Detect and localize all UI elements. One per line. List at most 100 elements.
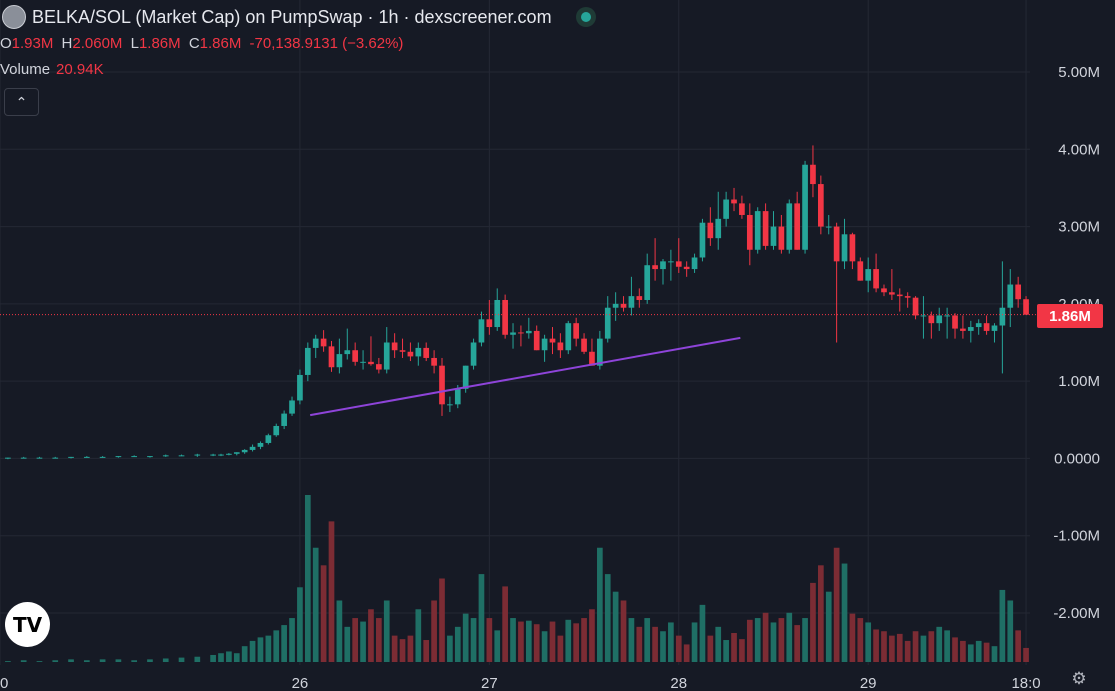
volume-bar — [620, 600, 627, 662]
volume-bar — [297, 587, 303, 662]
volume-bar — [810, 582, 816, 662]
candle-body — [68, 456, 74, 458]
last-price-badge: 1.86M — [1037, 304, 1103, 328]
volume-bar — [565, 619, 572, 662]
volume-bar — [289, 618, 295, 662]
candle-body — [1023, 299, 1029, 315]
volume-bar — [210, 654, 216, 662]
candle-body — [360, 361, 366, 363]
candle-body — [675, 261, 682, 267]
high-value: 2.060M — [72, 35, 123, 52]
gear-icon[interactable]: ⚙ — [1071, 669, 1087, 688]
volume-bar — [368, 609, 374, 662]
chevron-up-icon: ⌃ — [15, 93, 28, 110]
volume-bar — [975, 640, 982, 662]
candle-body — [691, 257, 698, 270]
candle-body — [549, 338, 556, 343]
candle-body — [502, 299, 508, 335]
candle-body — [896, 294, 903, 297]
chart-title-row: BELKA/SOL (Market Cap) on PumpSwap · 1h … — [0, 4, 596, 30]
volume-bar — [344, 626, 351, 662]
volume-bar — [470, 618, 477, 662]
volume-bar — [881, 631, 887, 662]
volume-bar — [281, 625, 287, 662]
volume-bar — [1015, 630, 1022, 662]
candle-body — [415, 347, 422, 357]
candle-body — [178, 455, 185, 457]
candle-body — [652, 265, 658, 270]
candle-body — [297, 374, 303, 401]
volume-bar — [660, 631, 666, 662]
volume-value: 20.94K — [56, 61, 104, 78]
time-axis[interactable]: 00 26 27 28 29 18:0 — [0, 675, 1041, 691]
candle-body — [983, 323, 990, 331]
volume-bars — [5, 495, 1029, 662]
volume-bar — [581, 618, 587, 662]
close-value: 1.86M — [199, 35, 242, 52]
candle-body — [99, 456, 106, 458]
candle-body — [1015, 284, 1022, 300]
volume-bar — [683, 644, 690, 662]
volume-bar — [147, 659, 153, 662]
candle-body — [597, 338, 603, 366]
candle-body — [565, 323, 572, 351]
low-label: L — [130, 35, 139, 52]
candle-body — [233, 452, 240, 454]
volume-bar — [944, 630, 950, 662]
candle-body — [818, 184, 824, 227]
volume-bar — [833, 547, 840, 662]
change-value: -70,138.9131 (−3.62%) — [249, 35, 404, 52]
price-axis[interactable]: 5.00M4.00M3.00M2.00M1.00M0.0000-1.00M-2.… — [1053, 64, 1100, 622]
candle-body — [312, 338, 319, 348]
candle-body — [431, 357, 437, 366]
volume-bar — [952, 637, 958, 662]
candle-body — [762, 211, 769, 246]
volume-bar — [312, 547, 319, 662]
volume-bar — [731, 632, 737, 662]
candle-body — [281, 413, 287, 426]
volume-bar — [131, 660, 138, 662]
candle-body — [557, 342, 564, 351]
candle-body — [218, 454, 224, 456]
candle-body — [770, 226, 777, 246]
volume-bar — [636, 626, 643, 662]
candle-body — [352, 350, 359, 362]
candle-body — [407, 351, 414, 357]
y-tick-label: 1.00M — [1058, 373, 1100, 390]
candle-body — [257, 442, 264, 447]
candle-body — [581, 338, 587, 352]
candle-body — [928, 315, 935, 324]
candle-body — [368, 361, 374, 365]
close-label: C — [188, 35, 200, 52]
volume-bar — [707, 635, 714, 662]
volume-bar — [770, 622, 777, 662]
volume-bar — [802, 618, 808, 662]
volume-bar — [439, 578, 445, 662]
volume-bar — [328, 521, 335, 662]
tradingview-logo[interactable]: TV — [5, 602, 50, 647]
volume-bar — [5, 661, 11, 662]
volume-bar — [739, 639, 745, 662]
candle-body — [5, 457, 11, 459]
candle-body — [1007, 284, 1014, 308]
volume-bar — [557, 635, 564, 662]
candle-body — [668, 261, 674, 263]
volume-bar — [1007, 600, 1014, 662]
x-tick-label: 28 — [670, 675, 687, 691]
candle-body — [83, 456, 90, 458]
candle-body — [881, 288, 887, 293]
volume-bar — [604, 574, 611, 662]
live-status-icon[interactable] — [575, 7, 596, 27]
volume-bar — [983, 642, 990, 662]
volume-bar — [336, 600, 343, 662]
volume-bar — [525, 620, 532, 662]
candle-body — [802, 164, 808, 250]
candle-body — [273, 425, 280, 436]
candle-body — [849, 234, 856, 262]
candle-body — [210, 454, 216, 456]
candle-body — [20, 457, 27, 459]
volume-bar — [360, 621, 366, 662]
volume-bar — [541, 631, 548, 662]
collapse-legend-button[interactable]: ⌃ — [4, 88, 39, 116]
